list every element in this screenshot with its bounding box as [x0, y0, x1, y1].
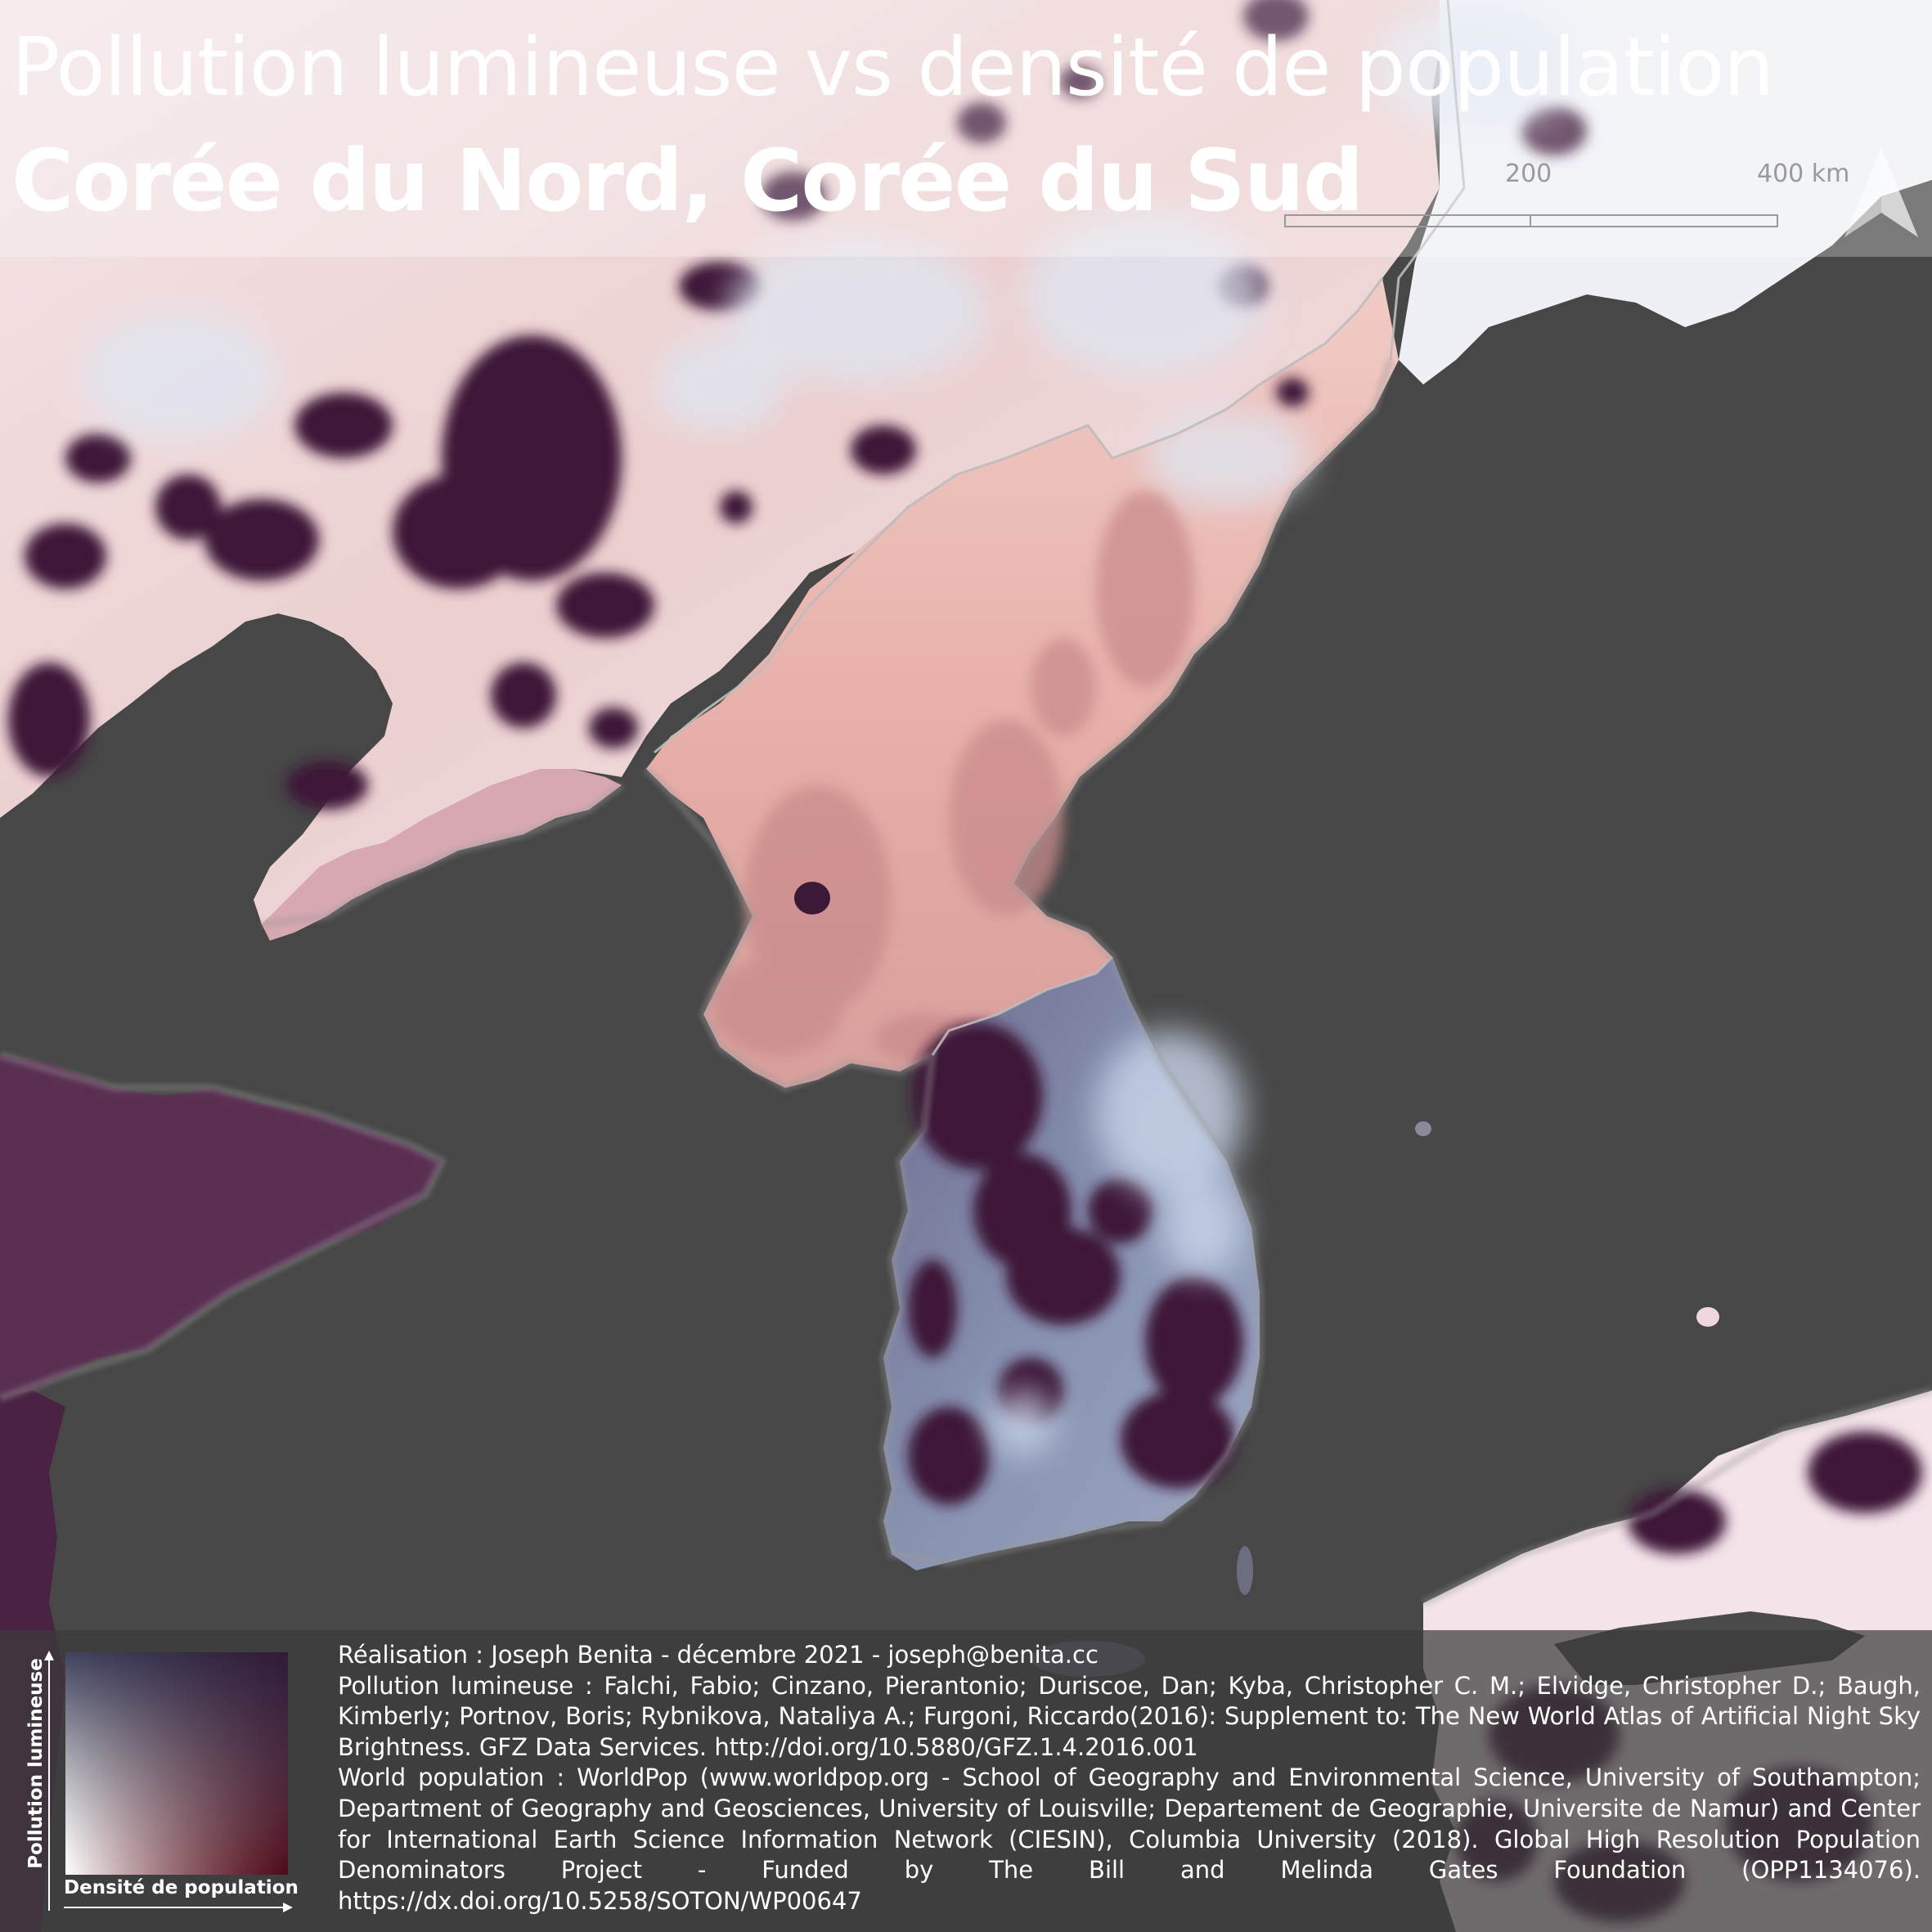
dokdo-island	[1415, 1121, 1431, 1136]
shandong-peninsula	[0, 1055, 442, 1399]
scale-label-200: 200	[1505, 160, 1552, 188]
footer-panel	[0, 1630, 1932, 1932]
north-arrow-icon	[1844, 147, 1918, 237]
credits-light-pollution-source: Pollution lumineuse : Falchi, Fabio; Cin…	[338, 1671, 1921, 1761]
map-subtitle: Corée du Nord, Corée du Sud	[11, 131, 1364, 231]
south-korea-urban-areas	[908, 1022, 1243, 1505]
south-korea-light-areas	[990, 1031, 1243, 1456]
pyongyang-city	[794, 882, 830, 914]
coastline-glow	[0, 358, 1932, 1607]
legend-y-axis-arrow	[44, 1651, 54, 1911]
country-borders	[654, 0, 1466, 1056]
scale-bar-segment	[1286, 216, 1531, 226]
tsushima-island	[1237, 1546, 1253, 1595]
title-band	[0, 0, 1932, 257]
legend-y-label: Pollution lumineuse	[25, 1658, 47, 1869]
china-light-domes	[82, 0, 1570, 507]
map-title: Pollution lumineuse vs densité de popula…	[11, 21, 1774, 115]
credits-author: Réalisation : Joseph Benita - décembre 2…	[338, 1641, 1099, 1669]
ulleung-island	[1696, 1307, 1719, 1327]
scale-bar	[1284, 214, 1778, 227]
credits-population-source: World population : WorldPop (www.worldpo…	[338, 1764, 1921, 1915]
credits-block: Réalisation : Joseph Benita - décembre 2…	[338, 1640, 1921, 1916]
bivariate-legend	[65, 1652, 288, 1875]
legend-x-label: Densité de population	[64, 1877, 299, 1898]
legend-x-axis-arrow	[64, 1903, 293, 1912]
scale-label-400: 400 km	[1757, 160, 1850, 188]
